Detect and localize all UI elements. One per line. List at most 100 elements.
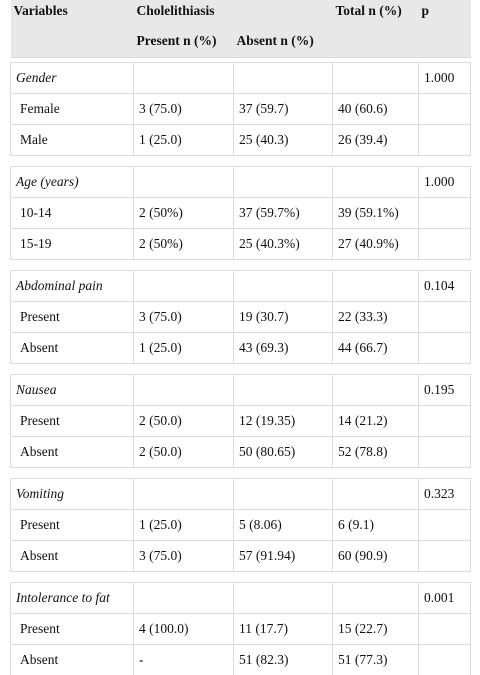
header-cell: p [418, 0, 471, 33]
spacer-row [10, 571, 471, 583]
data-row: Present 4 (100.0) 11 (17.7) 15 (22.7) [10, 613, 472, 645]
group-row: Abdominal pain 0.104 [10, 270, 472, 302]
group-title: Nausea [10, 374, 134, 406]
value-cell: 3 (75.0) [133, 301, 234, 333]
group-row: Nausea 0.195 [10, 374, 472, 406]
row-label: 10-14 [10, 197, 134, 229]
empty-cell [332, 62, 420, 94]
empty-cell [133, 62, 234, 94]
empty-cell [133, 166, 234, 198]
empty-cell [133, 582, 234, 614]
group-title: Vomiting [10, 478, 134, 510]
value-cell: 51 (82.3) [232, 644, 334, 675]
data-table: Variables Cholelithiasis Total n (%) p P… [10, 0, 472, 675]
empty-cell [232, 478, 334, 510]
spacer-row [10, 155, 471, 167]
data-row: 10-14 2 (50%) 37 (59.7%) 39 (59.1%) [10, 197, 472, 229]
data-row: Present 1 (25.0) 5 (8.06) 6 (9.1) [10, 509, 472, 541]
empty-cell [133, 270, 234, 302]
value-cell: 3 (75.0) [133, 93, 234, 125]
value-cell: 3 (75.0) [133, 540, 234, 572]
data-row: Absent 1 (25.0) 43 (69.3) 44 (66.7) [10, 332, 472, 364]
empty-cell [418, 93, 472, 125]
value-cell: 26 (39.4) [332, 124, 420, 156]
header-cell: Present n (%) [133, 33, 234, 58]
value-cell: 4 (100.0) [133, 613, 234, 645]
empty-cell [418, 301, 472, 333]
header-cell: Total n (%) [332, 0, 419, 33]
empty-cell [418, 405, 472, 437]
value-cell: 11 (17.7) [232, 613, 334, 645]
row-label: Absent [10, 332, 134, 364]
spacer-row [10, 363, 471, 375]
value-cell: 12 (19.35) [232, 405, 334, 437]
spacer-cell [10, 571, 471, 583]
header-cell [10, 33, 134, 58]
value-cell: 2 (50%) [133, 228, 234, 260]
empty-cell [133, 478, 234, 510]
header-cell: Absent n (%) [233, 33, 333, 58]
group-title: Abdominal pain [10, 270, 134, 302]
empty-cell [332, 374, 420, 406]
header-cell: Cholelithiasis [133, 0, 333, 33]
value-cell: 5 (8.06) [232, 509, 334, 541]
p-value: 0.104 [418, 270, 472, 302]
value-cell: 52 (78.8) [332, 436, 420, 468]
empty-cell [232, 582, 334, 614]
header-row: Present n (%) Absent n (%) [10, 33, 471, 58]
value-cell: 43 (69.3) [232, 332, 334, 364]
table-body: Gender 1.000 Female 3 (75.0) 37 (59.7) 40 (60… [10, 57, 472, 675]
group-row: Gender 1.000 [10, 62, 472, 94]
empty-cell [332, 478, 420, 510]
empty-cell [418, 613, 472, 645]
empty-cell [332, 166, 420, 198]
data-row: Female 3 (75.0) 37 (59.7) 40 (60.6) [10, 93, 472, 125]
data-row: Absent 3 (75.0) 57 (91.94) 60 (90.9) [10, 540, 472, 572]
value-cell: 14 (21.2) [332, 405, 420, 437]
row-label: Male [10, 124, 134, 156]
header-cell [332, 33, 419, 58]
p-value: 1.000 [418, 62, 472, 94]
data-row: Absent 2 (50.0) 50 (80.65) 52 (78.8) [10, 436, 472, 468]
empty-cell [418, 540, 472, 572]
row-label: Absent [10, 436, 134, 468]
row-label: 15-19 [10, 228, 134, 260]
spacer-cell [10, 467, 471, 479]
empty-cell [418, 124, 472, 156]
group-title: Age (years) [10, 166, 134, 198]
data-row: Male 1 (25.0) 25 (40.3) 26 (39.4) [10, 124, 472, 156]
data-row: 15-19 2 (50%) 25 (40.3%) 27 (40.9%) [10, 228, 472, 260]
header-row: Variables Cholelithiasis Total n (%) p [10, 0, 471, 33]
value-cell: 50 (80.65) [232, 436, 334, 468]
header-cell [418, 33, 471, 58]
empty-cell [418, 436, 472, 468]
header-cell: Variables [10, 0, 134, 33]
empty-cell [418, 332, 472, 364]
group-row: Vomiting 0.323 [10, 478, 472, 510]
value-cell: 1 (25.0) [133, 124, 234, 156]
empty-cell [418, 509, 472, 541]
value-cell: 44 (66.7) [332, 332, 420, 364]
empty-cell [418, 644, 472, 675]
data-row: Present 3 (75.0) 19 (30.7) 22 (33.3) [10, 301, 472, 333]
value-cell: 2 (50.0) [133, 436, 234, 468]
row-label: Present [10, 301, 134, 333]
empty-cell [232, 270, 334, 302]
value-cell: 60 (90.9) [332, 540, 420, 572]
p-value: 0.001 [418, 582, 472, 614]
value-cell: 19 (30.7) [232, 301, 334, 333]
spacer-cell [10, 363, 471, 375]
value-cell: 57 (91.94) [232, 540, 334, 572]
data-row: Present 2 (50.0) 12 (19.35) 14 (21.2) [10, 405, 472, 437]
value-cell: 39 (59.1%) [332, 197, 420, 229]
value-cell: 25 (40.3) [232, 124, 334, 156]
value-cell: 2 (50.0) [133, 405, 234, 437]
row-label: Absent [10, 644, 134, 675]
p-value: 0.323 [418, 478, 472, 510]
empty-cell [232, 166, 334, 198]
value-cell: 2 (50%) [133, 197, 234, 229]
value-cell: 22 (33.3) [332, 301, 420, 333]
row-label: Female [10, 93, 134, 125]
value-cell: 25 (40.3%) [232, 228, 334, 260]
p-value: 1.000 [418, 166, 472, 198]
